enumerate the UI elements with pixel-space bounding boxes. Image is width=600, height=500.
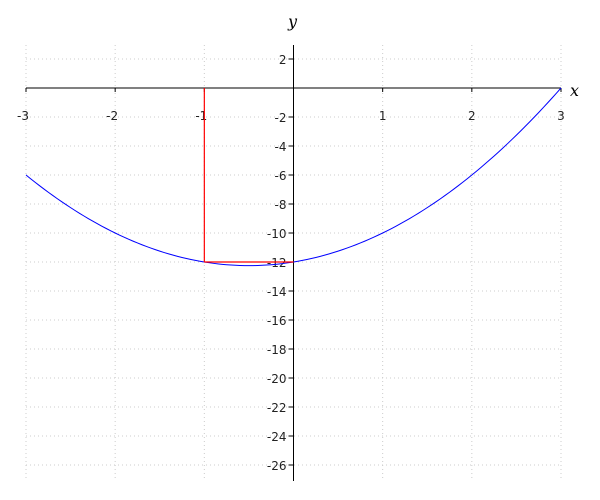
y-tick-label: -2 (275, 111, 287, 125)
y-tick-label: -8 (275, 198, 287, 212)
x-tick-label: -3 (17, 109, 29, 123)
x-tick-label: -2 (106, 109, 118, 123)
y-tick-label: -4 (275, 140, 287, 154)
y-tick-label: -24 (267, 430, 287, 444)
annotations (203, 88, 294, 263)
x-tick-label: 1 (379, 109, 387, 123)
y-tick-label: -10 (267, 227, 287, 241)
x-tick-label: -1 (195, 109, 207, 123)
tick-labels: -3 -2 -1 1 2 3 2 -2 -4 -6 -8 -10 -12 -14 -16 -18 -20 -22 -… (17, 53, 565, 473)
y-tick-label: -12 (267, 256, 287, 270)
axes (25, 45, 562, 481)
y-tick-label: -16 (267, 314, 287, 328)
x-tick-label: 3 (557, 109, 565, 123)
y-tick-label: -18 (267, 343, 287, 357)
y-tick-label: -26 (267, 459, 287, 473)
y-tick-label: -22 (267, 401, 287, 415)
x-tick-label: 2 (468, 109, 476, 123)
y-axis-label: y (287, 12, 298, 31)
x-axis-label: x (570, 81, 579, 100)
y-tick-label: -20 (267, 372, 287, 386)
y-tick-label: 2 (279, 53, 287, 67)
y-tick-label: -14 (267, 285, 287, 299)
y-tick-label: -6 (275, 169, 287, 183)
